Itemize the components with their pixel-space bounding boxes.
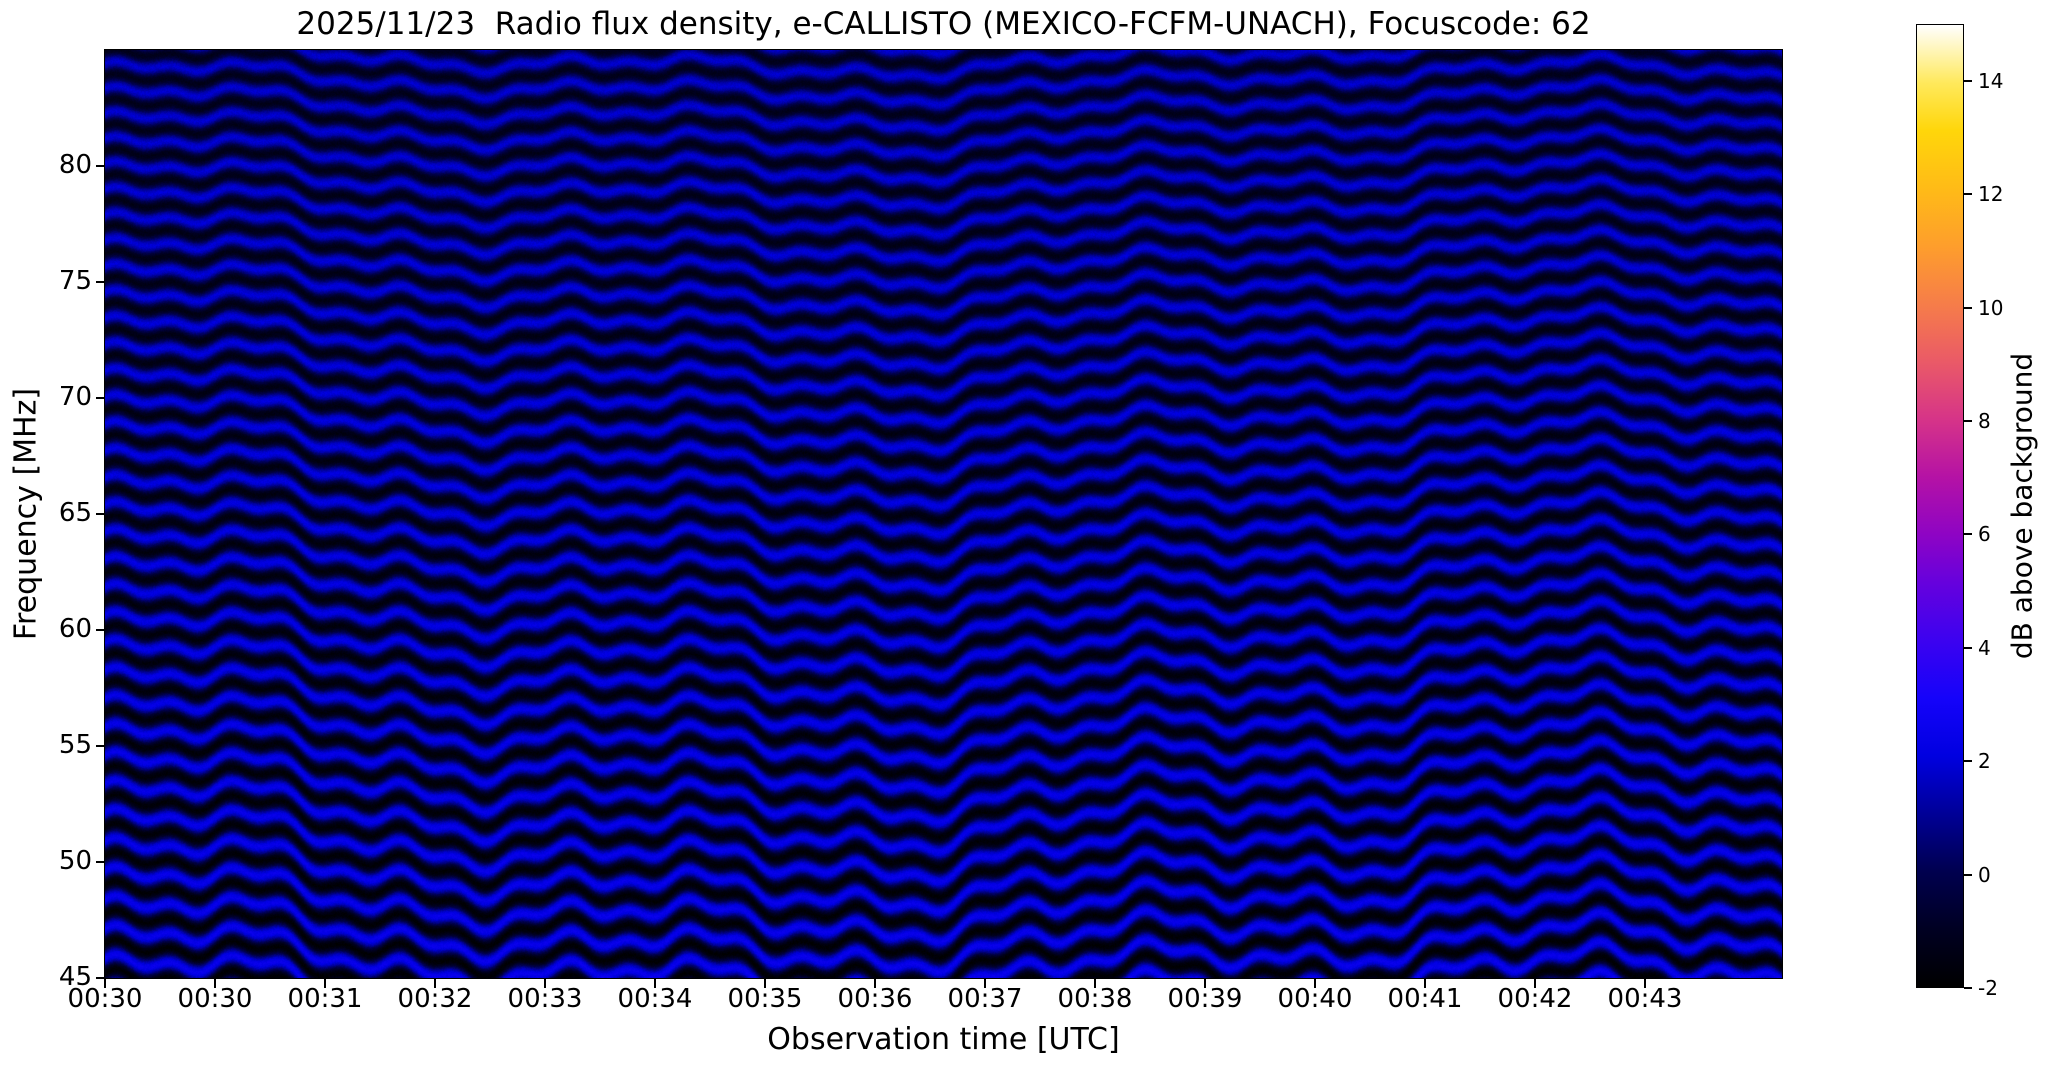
- colorbar: [1916, 24, 1964, 988]
- colorbar-tick-label: 14: [1978, 69, 2003, 93]
- colorbar-tick: [1964, 307, 1972, 309]
- figure: 2025/11/23 Radio flux density, e-CALLIST…: [0, 0, 2047, 1067]
- colorbar-tick-label: 10: [1978, 296, 2003, 320]
- y-tick: [96, 165, 105, 167]
- colorbar-tick: [1964, 874, 1972, 876]
- y-tick-label: 60: [14, 614, 92, 644]
- y-tick-label: 45: [14, 962, 92, 992]
- x-tick-label: 00:42: [1480, 984, 1590, 1014]
- spectrogram-canvas: [105, 50, 1782, 978]
- y-tick: [96, 861, 105, 863]
- colorbar-tick: [1964, 80, 1972, 82]
- y-tick-label: 80: [14, 150, 92, 180]
- x-tick-label: 00:37: [930, 984, 1040, 1014]
- colorbar-tick-label: 2: [1978, 749, 1991, 773]
- x-tick-label: 00:33: [490, 984, 600, 1014]
- chart-title: 2025/11/23 Radio flux density, e-CALLIST…: [105, 6, 1782, 42]
- colorbar-tick-label: 8: [1978, 409, 1991, 433]
- colorbar-tick: [1964, 533, 1972, 535]
- colorbar-tick-label: -2: [1978, 976, 1998, 1000]
- y-tick-label: 70: [14, 382, 92, 412]
- colorbar-tick: [1964, 760, 1972, 762]
- x-tick-label: 00:40: [1260, 984, 1370, 1014]
- x-tick-label: 00:36: [820, 984, 930, 1014]
- plot-area: [105, 50, 1782, 978]
- colorbar-tick-label: 12: [1978, 182, 2003, 206]
- y-tick: [96, 745, 105, 747]
- x-tick-label: 00:34: [600, 984, 710, 1014]
- x-tick-label: 00:39: [1150, 984, 1260, 1014]
- x-tick-label: 00:41: [1370, 984, 1480, 1014]
- y-tick-label: 75: [14, 266, 92, 296]
- y-tick: [96, 977, 105, 979]
- x-tick-label: 00:30: [160, 984, 270, 1014]
- colorbar-tick-label: 4: [1978, 636, 1991, 660]
- x-tick-label: 00:31: [270, 984, 380, 1014]
- y-tick-label: 55: [14, 730, 92, 760]
- colorbar-tick: [1964, 647, 1972, 649]
- y-tick: [96, 629, 105, 631]
- colorbar-tick: [1964, 193, 1972, 195]
- y-tick: [96, 513, 105, 515]
- x-axis-label: Observation time [UTC]: [105, 1022, 1782, 1057]
- x-tick-label: 00:32: [380, 984, 490, 1014]
- colorbar-tick-label: 0: [1978, 863, 1991, 887]
- y-tick-label: 50: [14, 846, 92, 876]
- colorbar-tick: [1964, 420, 1972, 422]
- colorbar-label: dB above background: [2006, 353, 2039, 659]
- y-tick: [96, 397, 105, 399]
- colorbar-gradient: [1917, 25, 1963, 987]
- colorbar-tick-label: 6: [1978, 522, 1991, 546]
- x-tick-label: 00:43: [1590, 984, 1700, 1014]
- y-tick: [96, 281, 105, 283]
- x-tick-label: 00:35: [710, 984, 820, 1014]
- colorbar-tick: [1964, 987, 1972, 989]
- y-tick-label: 65: [14, 498, 92, 528]
- x-tick-label: 00:38: [1040, 984, 1150, 1014]
